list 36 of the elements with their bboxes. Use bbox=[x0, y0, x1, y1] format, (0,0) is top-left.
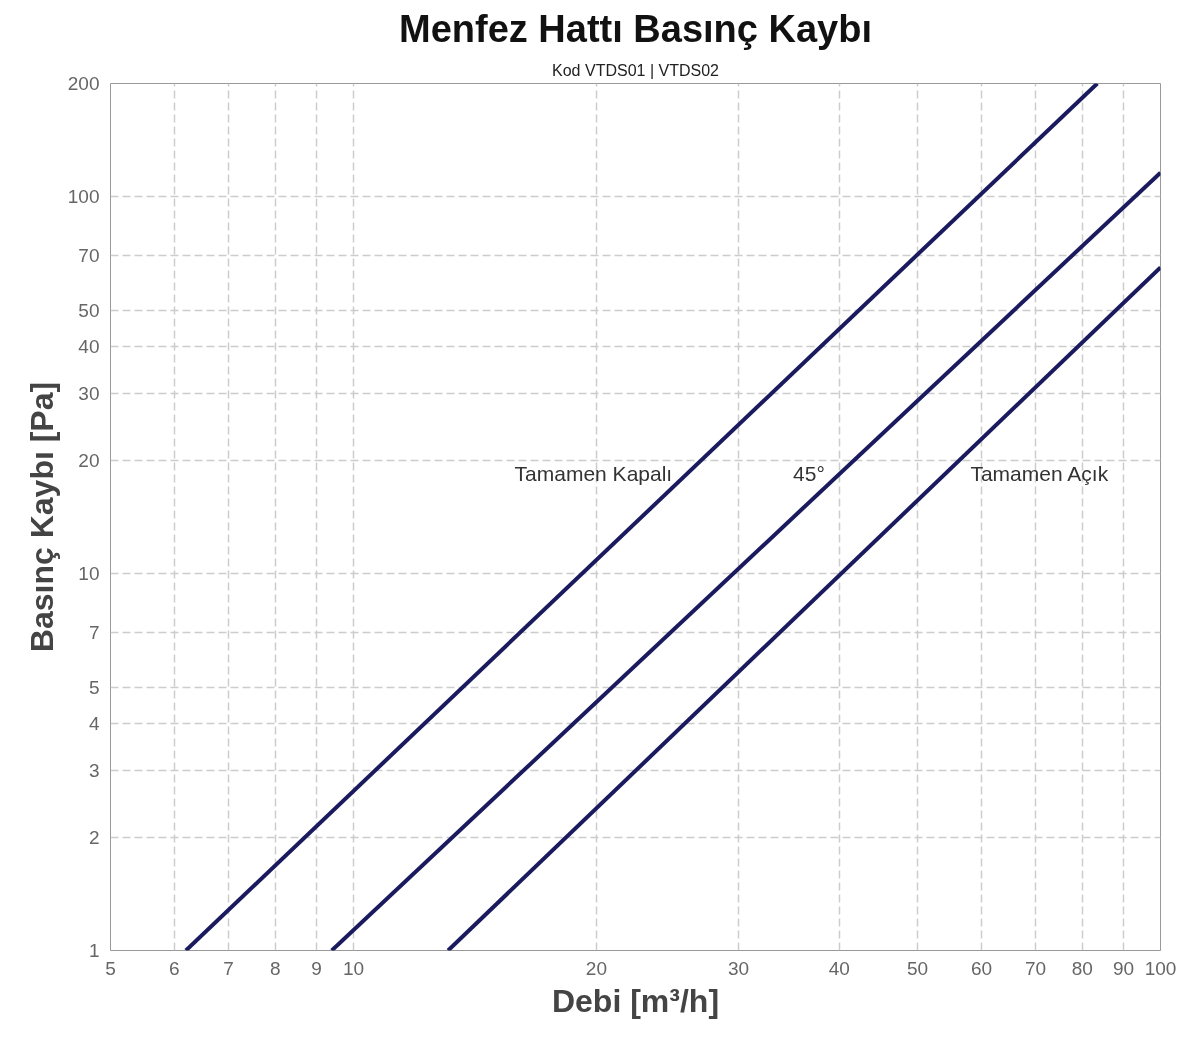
x-tick-label: 40 bbox=[828, 957, 850, 979]
x-tick-label: 20 bbox=[585, 957, 607, 979]
series-label: 45° bbox=[793, 462, 825, 486]
y-tick-label: 2 bbox=[88, 826, 100, 848]
x-tick-label: 100 bbox=[1144, 957, 1177, 979]
chart-title: Menfez Hattı Basınç Kaybı bbox=[399, 7, 872, 50]
y-tick-label: 100 bbox=[67, 186, 100, 208]
x-tick-label: 30 bbox=[727, 957, 750, 979]
series-label: Tamamen Kapalı bbox=[514, 462, 673, 486]
x-tick-label: 60 bbox=[970, 957, 993, 979]
y-tick-label: 40 bbox=[78, 336, 100, 358]
x-tick-label: 5 bbox=[105, 957, 116, 979]
y-tick-label: 70 bbox=[78, 244, 100, 266]
series-label: Tamamen Açık bbox=[970, 462, 1109, 486]
x-tick-label: 9 bbox=[311, 957, 322, 979]
x-tick-label: 6 bbox=[169, 957, 180, 979]
y-tick-label: 50 bbox=[78, 299, 100, 321]
y-axis-title: Basınç Kaybı [Pa] bbox=[23, 381, 60, 653]
y-tick-label: 20 bbox=[78, 449, 100, 471]
chart-subtitle: Kod VTDS01 | VTDS02 bbox=[552, 61, 720, 79]
x-tick-label: 90 bbox=[1113, 957, 1135, 979]
y-tick-label: 30 bbox=[78, 383, 100, 405]
x-axis-title: Debi [m³/h] bbox=[551, 982, 720, 1019]
x-tick-label: 7 bbox=[223, 957, 234, 979]
y-tick-label: 4 bbox=[88, 713, 100, 735]
x-tick-label: 50 bbox=[906, 957, 929, 979]
x-tick-label: 80 bbox=[1071, 957, 1093, 979]
y-tick-label: 10 bbox=[78, 563, 100, 585]
x-tick-label: 8 bbox=[269, 957, 281, 979]
x-tick-label: 70 bbox=[1024, 957, 1047, 979]
y-tick-label: 7 bbox=[88, 621, 100, 643]
y-tick-label: 1 bbox=[88, 940, 100, 961]
y-tick-label: 3 bbox=[88, 760, 100, 782]
x-tick-label: 10 bbox=[342, 957, 365, 979]
y-tick-label: 200 bbox=[67, 73, 100, 94]
y-tick-label: 5 bbox=[88, 676, 100, 698]
